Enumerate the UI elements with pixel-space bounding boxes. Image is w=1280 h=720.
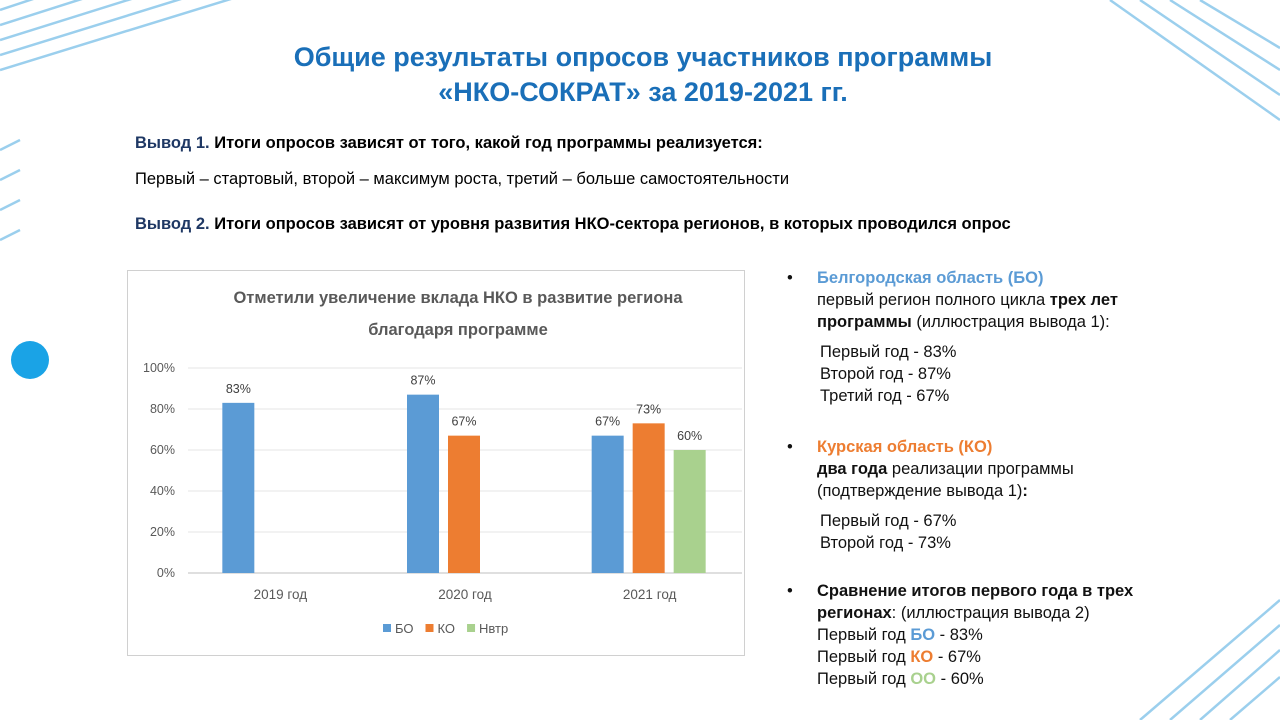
note-line: Первый год - 67% (820, 512, 957, 530)
conclusion-label: Вывод 2. (135, 215, 210, 233)
text: (иллюстрация вывода 1): (916, 313, 1110, 331)
text: : (иллюстрация вывода 2) (891, 604, 1090, 622)
text: реализации программы (подтверждение выво… (817, 460, 1074, 500)
note-line: Первый год - 83% (820, 343, 957, 361)
text: - 83% (939, 626, 983, 644)
bar (407, 394, 439, 573)
bar (632, 423, 665, 573)
text: Первый год (817, 670, 906, 688)
note-desc: первый регион полного цикла трех лет про… (817, 289, 1187, 333)
text: два года (817, 460, 888, 478)
text: Сравнение итогов первого года в трех рег… (817, 582, 1134, 622)
text: Первый год (817, 626, 906, 644)
chart-title: Отметили увеличение вклада НКО в развити… (233, 289, 683, 307)
value-label: 67% (595, 415, 620, 429)
chart-title: благодаря программе (368, 321, 548, 339)
text: - 67% (937, 648, 981, 666)
conclusion-label: Вывод 1. (135, 134, 210, 152)
value-label: 83% (226, 382, 251, 396)
note-heading: Белгородская область (БО) (817, 269, 1044, 287)
note: • Белгородская область (БО) первый регио… (787, 267, 1187, 407)
legend-swatch (383, 624, 391, 632)
legend-label: Нвтр (479, 621, 508, 636)
bullet: • (787, 582, 793, 600)
bullet: • (787, 438, 793, 456)
note-line: Второй год - 73% (820, 534, 951, 552)
x-tick-label: 2019 год (254, 587, 308, 602)
x-tick-label: 2021 год (623, 587, 677, 602)
text: первый регион полного цикла (817, 291, 1046, 309)
legend-swatch (467, 624, 476, 632)
note: • Курская область (КО) два года реализац… (787, 436, 1187, 554)
text: ОО (910, 670, 937, 688)
y-tick-label: 40% (150, 484, 175, 498)
note-line: Второй год - 87% (820, 365, 951, 383)
legend-swatch (425, 624, 434, 632)
bar (222, 402, 255, 573)
bullet: • (787, 269, 793, 287)
y-tick-label: 0% (157, 566, 175, 580)
bar (448, 435, 480, 573)
conclusion-text: Итоги опросов зависят от уровня развития… (214, 215, 1011, 233)
note-heading: Сравнение итогов первого года в трех рег… (817, 580, 1187, 624)
text: КО (910, 648, 934, 666)
value-label: 67% (451, 415, 476, 429)
note-line: Первый год ОО - 60% (817, 668, 1187, 690)
title-line: Общие результаты опросов участников прог… (293, 42, 993, 72)
legend-label: БО (395, 621, 414, 636)
conclusion-text: Итоги опросов зависят от того, какой год… (214, 134, 763, 152)
text: БО (910, 626, 936, 644)
text: трех лет программы (817, 291, 1118, 331)
text: - 60% (940, 670, 984, 688)
note-line: Третий год - 67% (820, 387, 950, 405)
note-line: Первый год БО - 83% (817, 624, 1187, 646)
note-desc: два года реализации программы (подтвержд… (817, 458, 1117, 502)
bar (673, 450, 706, 573)
title-line: «НКО-СОКРАТ» за 2019-2021 гг. (438, 77, 848, 107)
conclusion: Вывод 2. Итоги опросов зависят от уровня… (135, 215, 1011, 234)
conclusion: Вывод 1. Итоги опросов зависят от того, … (135, 134, 763, 153)
y-tick-label: 80% (150, 402, 175, 416)
value-label: 73% (636, 402, 661, 416)
conclusion-detail: Первый – стартовый, второй – максимум ро… (135, 170, 790, 188)
text: : (1022, 482, 1028, 500)
y-tick-label: 100% (143, 361, 175, 375)
note-line: Первый год КО - 67% (817, 646, 1187, 668)
note-heading: Курская область (КО) (817, 438, 993, 456)
y-tick-label: 60% (150, 443, 175, 457)
y-tick-label: 20% (150, 525, 175, 539)
value-label: 87% (410, 374, 435, 388)
note: • Сравнение итогов первого года в трех р… (787, 580, 1187, 690)
x-tick-label: 2020 год (438, 587, 492, 602)
bar (591, 435, 624, 573)
value-label: 60% (677, 429, 702, 443)
text: Первый год (817, 648, 906, 666)
legend-label: КО (438, 621, 456, 636)
